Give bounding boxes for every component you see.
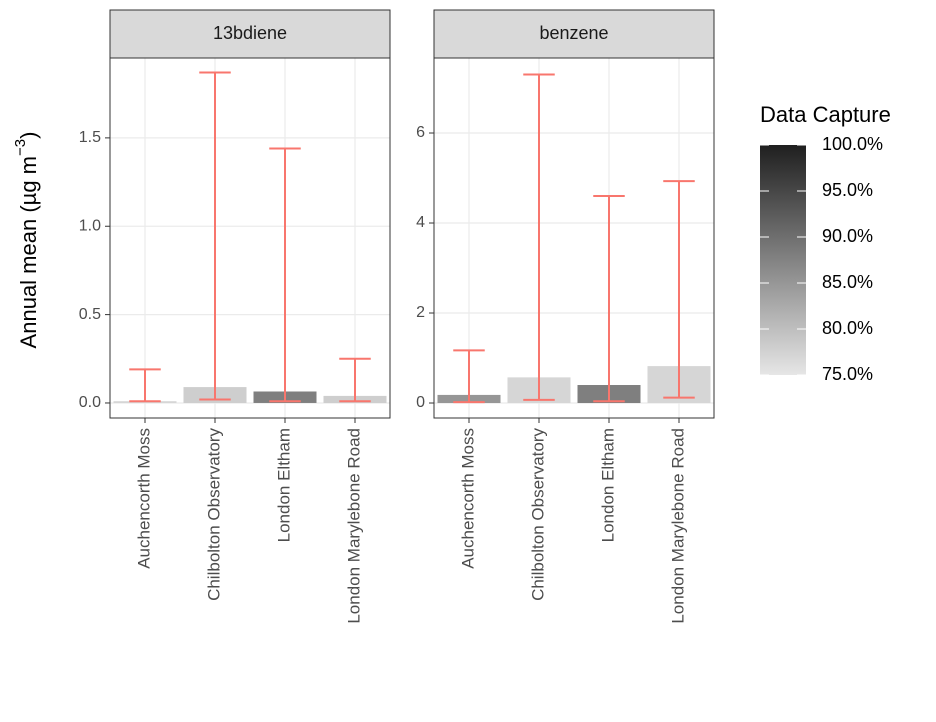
x-tick-label: London Eltham <box>274 428 293 542</box>
y-tick-label: 6 <box>416 124 425 141</box>
y-tick-label: 1.5 <box>79 129 101 146</box>
x-tick-label: London Marylebone Road <box>344 428 363 624</box>
y-tick-label: 4 <box>416 214 425 231</box>
legend-label: 85.0% <box>822 272 873 292</box>
strip-label: 13bdiene <box>213 23 287 43</box>
panel-border <box>109 57 391 419</box>
legend-label: 75.0% <box>822 364 873 384</box>
legend-label: 100.0% <box>822 134 883 154</box>
y-tick-label: 0.5 <box>79 306 101 323</box>
panel <box>434 58 714 418</box>
legend-label: 80.0% <box>822 318 873 338</box>
y-axis-title: Annual mean (µg m−3) <box>12 132 41 349</box>
legend-label: 95.0% <box>822 180 873 200</box>
x-tick-label: Chilbolton Observatory <box>528 428 547 601</box>
panel <box>110 58 390 418</box>
legend-colorbar <box>760 145 806 375</box>
strip-label: benzene <box>539 23 608 43</box>
y-tick-label: 0 <box>416 394 425 411</box>
legend-title: Data Capture <box>760 102 891 127</box>
x-tick-label: London Eltham <box>598 428 617 542</box>
x-tick-label: Auchencorth Moss <box>134 428 153 569</box>
strip <box>433 9 715 59</box>
y-tick-label: 2 <box>416 304 425 321</box>
y-tick-label: 1.0 <box>79 217 101 234</box>
panel-border <box>433 57 715 419</box>
strip <box>109 9 391 59</box>
y-tick-label: 0.0 <box>79 394 101 411</box>
x-tick-label: Auchencorth Moss <box>458 428 477 569</box>
x-tick-label: London Marylebone Road <box>668 428 687 624</box>
x-tick-label: Chilbolton Observatory <box>204 428 223 601</box>
legend-label: 90.0% <box>822 226 873 246</box>
